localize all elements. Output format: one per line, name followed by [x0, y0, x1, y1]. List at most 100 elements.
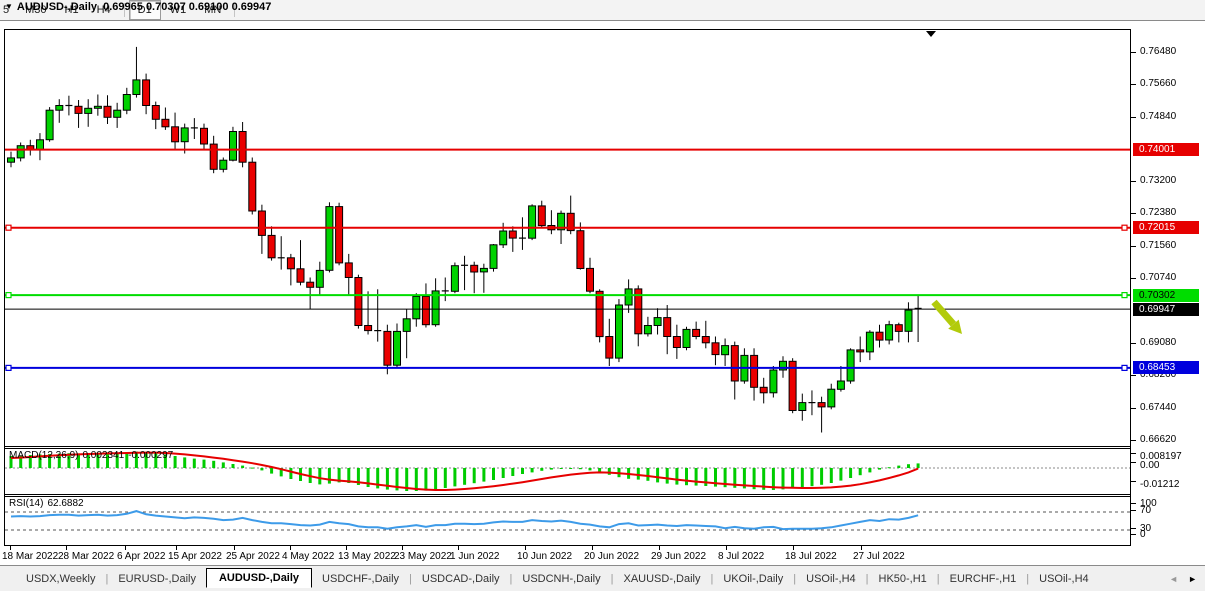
candle-body [769, 369, 778, 394]
date-tick-label: 15 Apr 2022 [168, 551, 222, 562]
candle-body [171, 126, 180, 143]
candle-body [672, 336, 681, 348]
down-arrow-annotation[interactable] [931, 299, 957, 327]
macd-histogram-bar [540, 468, 544, 471]
candle-body [393, 330, 401, 366]
timeframe-button-h4[interactable]: H4 [96, 4, 111, 16]
date-tick [290, 546, 291, 550]
macd-histogram-bar [559, 468, 563, 469]
scale-tick [1131, 116, 1136, 118]
macd-histogram-bar [134, 451, 138, 468]
chart-menu-dropdown-icon[interactable]: ▼ [5, 2, 13, 11]
date-tick [234, 546, 235, 550]
candle-body [151, 105, 160, 120]
price-scale-axis[interactable]: 0.76480 0.75660 0.74840 0.73200 0.72380 0.715… [1131, 21, 1205, 566]
rsi-pane[interactable]: RSI(14) 62.6882 [5, 497, 1130, 545]
chart-symbol-period: AUDUSD-,Daily [16, 1, 97, 13]
line-handle[interactable] [5, 224, 12, 231]
macd-indicator[interactable] [5, 449, 1130, 494]
candle-body [508, 230, 517, 239]
scale-tick [1131, 528, 1136, 529]
line-handle[interactable] [1121, 224, 1128, 231]
candle-body [827, 388, 836, 408]
timeframe-button-5[interactable]: 5 [3, 4, 10, 16]
scale-tick [1131, 407, 1136, 409]
line-handle[interactable] [5, 364, 12, 371]
chart-tab-hk50-h1[interactable]: HK50-,H1 [878, 572, 927, 585]
chart-tab-eurusd-daily[interactable]: EURUSD-,Daily [118, 572, 196, 585]
candle-body [354, 277, 363, 326]
candle-body [634, 288, 643, 335]
chart-tab-xauusd-daily[interactable]: XAUUSD-,Daily [623, 572, 701, 585]
down-arrow-head-icon[interactable] [948, 319, 962, 334]
date-tick [125, 546, 126, 550]
line-handle[interactable] [1121, 292, 1128, 299]
date-tick-label: 20 Jun 2022 [584, 551, 640, 562]
candle-body [113, 109, 122, 118]
scroll-tabs-left-icon[interactable]: ◄ [1169, 573, 1179, 584]
chart-tab-usdchf-daily[interactable]: USDCHF-,Daily [322, 572, 400, 585]
toolbar-separator [123, 3, 125, 17]
macd-pane[interactable]: MACD(12,26,9) 0.002341 -0.000297 [5, 449, 1130, 494]
candle-body [248, 161, 257, 212]
bar-shift-marker-icon[interactable] [926, 31, 936, 37]
chart-tab-eurchf-h1[interactable]: EURCHF-,H1 [949, 572, 1017, 585]
chart-tab-usoil-h4[interactable]: USOil-,H4 [806, 572, 856, 585]
macd-histogram-bar [530, 468, 534, 473]
candle-body [856, 349, 865, 353]
candle-body [45, 109, 54, 141]
candlestick-chart[interactable] [5, 30, 1130, 446]
candle-body [122, 94, 131, 111]
timeframe-button-d1[interactable]: D1 [128, 0, 161, 20]
macd-histogram-bar [395, 468, 399, 491]
macd-histogram-bar [405, 468, 409, 491]
pane-separator[interactable] [5, 494, 1130, 497]
scale-tick [1131, 343, 1136, 345]
pane-separator[interactable] [5, 446, 1130, 449]
scale-tick [1131, 52, 1136, 53]
candle-body [344, 262, 353, 278]
chart-tab-usdx-weekly[interactable]: USDX,Weekly [26, 572, 96, 585]
rsi-indicator[interactable] [5, 497, 1130, 545]
chart-tab-usdcad-daily[interactable]: USDCAD-,Daily [421, 572, 500, 585]
macd-histogram-bar [742, 468, 746, 489]
timeframe-button-w1[interactable]: W1 [169, 4, 187, 16]
chart-tab-audusd-daily[interactable]: AUDUSD-,Daily [205, 567, 313, 588]
candle-body [325, 206, 334, 271]
candle-body [479, 267, 488, 273]
candle-body [36, 139, 44, 151]
macd-histogram-bar [86, 453, 90, 468]
chart-tab-ukoil-daily[interactable]: UKOil-,Daily [723, 572, 784, 585]
line-handle[interactable] [5, 292, 12, 299]
chart-tab-usdcnh-daily[interactable]: USDCNH-,Daily [522, 572, 601, 585]
chart-tab-bar: USDX,Weekly | EURUSD-,Daily AUDUSD-,Daily US… [0, 566, 1205, 591]
candle-body [315, 269, 324, 288]
timeframe-button-m30[interactable]: M30 [25, 4, 47, 16]
scroll-tabs-right-icon[interactable]: ► [1188, 573, 1197, 584]
macd-histogram-bar [260, 468, 264, 471]
timeframe-button-mn[interactable]: MN [204, 4, 222, 16]
macd-histogram-bar [163, 454, 167, 468]
candle-body [701, 336, 710, 344]
candle-body [383, 330, 392, 366]
macd-histogram-bar [781, 468, 785, 490]
macd-histogram-bar [212, 460, 216, 468]
timeframe-button-h1[interactable]: H1 [64, 4, 79, 16]
price-badge-0.69947: 0.69947 [1133, 302, 1199, 316]
candle-body [412, 295, 421, 320]
macd-histogram-bar [289, 468, 293, 479]
chart-tab-usoil-h4[interactable]: USOil-,H4 [1039, 572, 1089, 585]
tab-separator: | [509, 572, 513, 585]
macd-histogram-bar [646, 468, 650, 481]
candle-body [894, 324, 903, 332]
price-badge-0.74001: 0.74001 [1133, 143, 1199, 157]
main-price-pane[interactable] [5, 30, 1130, 446]
macd-histogram-bar [77, 453, 80, 468]
line-handle[interactable] [1121, 364, 1128, 371]
macd-histogram-bar [791, 468, 795, 489]
date-axis[interactable]: 18 Mar 2022 28 Mar 2022 6 Apr 2022 15 Apr 2… [0, 546, 1205, 566]
date-tick [10, 546, 11, 550]
date-tick-label: 10 Jun 2022 [517, 551, 573, 562]
macd-histogram-bar [241, 465, 245, 468]
macd-histogram-bar [106, 452, 109, 468]
